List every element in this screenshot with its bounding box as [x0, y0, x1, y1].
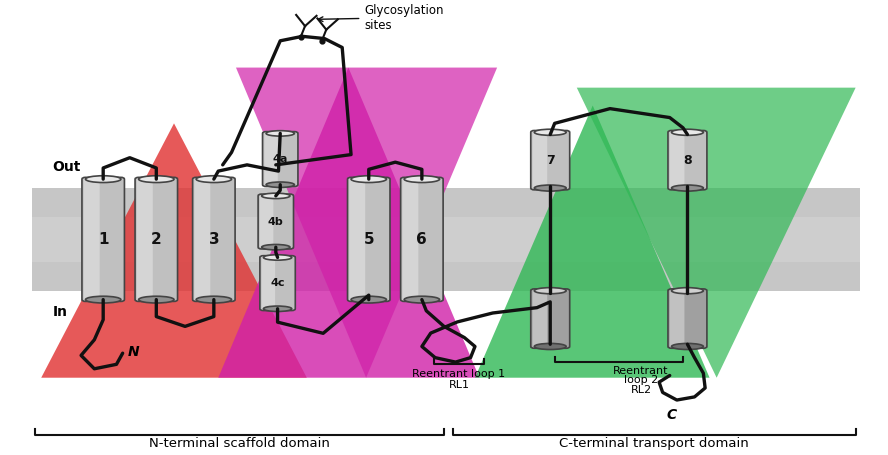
FancyBboxPatch shape: [668, 289, 707, 348]
Text: N: N: [128, 345, 139, 359]
FancyBboxPatch shape: [265, 132, 278, 186]
Ellipse shape: [139, 296, 174, 303]
Ellipse shape: [196, 296, 232, 303]
Text: 6: 6: [416, 232, 427, 247]
Text: 4b: 4b: [268, 217, 283, 227]
Text: 3: 3: [209, 232, 219, 247]
Ellipse shape: [535, 185, 567, 191]
FancyBboxPatch shape: [32, 217, 860, 262]
Text: RL1: RL1: [448, 380, 470, 390]
FancyBboxPatch shape: [260, 256, 296, 311]
FancyBboxPatch shape: [531, 131, 570, 190]
Ellipse shape: [671, 344, 703, 349]
Polygon shape: [236, 68, 497, 378]
Polygon shape: [475, 106, 710, 378]
Text: C: C: [666, 408, 677, 422]
Ellipse shape: [404, 176, 440, 182]
FancyBboxPatch shape: [670, 290, 685, 347]
FancyBboxPatch shape: [402, 178, 418, 300]
Ellipse shape: [535, 344, 567, 349]
Text: Reentrant loop 1: Reentrant loop 1: [413, 369, 505, 379]
FancyBboxPatch shape: [135, 177, 178, 301]
FancyBboxPatch shape: [263, 131, 298, 187]
FancyBboxPatch shape: [194, 178, 210, 300]
Text: Reentrant: Reentrant: [614, 366, 669, 376]
Text: N-terminal scaffold domain: N-terminal scaffold domain: [149, 437, 330, 450]
Ellipse shape: [85, 176, 121, 182]
FancyBboxPatch shape: [32, 188, 860, 291]
FancyBboxPatch shape: [83, 178, 99, 300]
Text: Glycosylation
sites: Glycosylation sites: [318, 4, 444, 31]
Ellipse shape: [535, 288, 567, 294]
Polygon shape: [577, 88, 856, 378]
FancyBboxPatch shape: [533, 290, 547, 347]
Text: 8: 8: [683, 154, 692, 167]
Text: 4a: 4a: [273, 154, 288, 164]
Polygon shape: [41, 123, 306, 378]
Ellipse shape: [139, 176, 174, 182]
Text: In: In: [52, 305, 67, 319]
Ellipse shape: [262, 193, 290, 198]
Polygon shape: [218, 68, 480, 378]
Text: RL2: RL2: [630, 385, 652, 395]
FancyBboxPatch shape: [347, 177, 390, 301]
Text: 5: 5: [363, 232, 374, 247]
Text: C-terminal transport domain: C-terminal transport domain: [559, 437, 749, 450]
Ellipse shape: [196, 176, 232, 182]
FancyBboxPatch shape: [349, 178, 365, 300]
Ellipse shape: [266, 131, 295, 136]
Ellipse shape: [262, 244, 290, 250]
FancyBboxPatch shape: [82, 177, 124, 301]
Ellipse shape: [351, 296, 386, 303]
Text: 2: 2: [151, 232, 162, 247]
FancyBboxPatch shape: [533, 131, 547, 189]
FancyBboxPatch shape: [260, 195, 274, 248]
Ellipse shape: [264, 255, 292, 260]
Text: 1: 1: [98, 232, 108, 247]
Ellipse shape: [266, 182, 295, 187]
FancyBboxPatch shape: [137, 178, 153, 300]
Ellipse shape: [351, 176, 386, 182]
Ellipse shape: [671, 288, 703, 294]
Ellipse shape: [671, 185, 703, 191]
Ellipse shape: [85, 296, 121, 303]
Text: loop 2: loop 2: [624, 375, 658, 385]
FancyBboxPatch shape: [193, 177, 235, 301]
Text: 4c: 4c: [270, 278, 285, 288]
Text: Out: Out: [52, 160, 81, 174]
FancyBboxPatch shape: [258, 194, 294, 249]
Ellipse shape: [264, 306, 292, 312]
Text: 7: 7: [546, 154, 555, 167]
FancyBboxPatch shape: [531, 289, 570, 348]
Ellipse shape: [404, 296, 440, 303]
Ellipse shape: [671, 129, 703, 135]
Ellipse shape: [535, 129, 567, 135]
FancyBboxPatch shape: [668, 131, 707, 190]
FancyBboxPatch shape: [670, 131, 685, 189]
FancyBboxPatch shape: [262, 257, 275, 310]
FancyBboxPatch shape: [400, 177, 443, 301]
